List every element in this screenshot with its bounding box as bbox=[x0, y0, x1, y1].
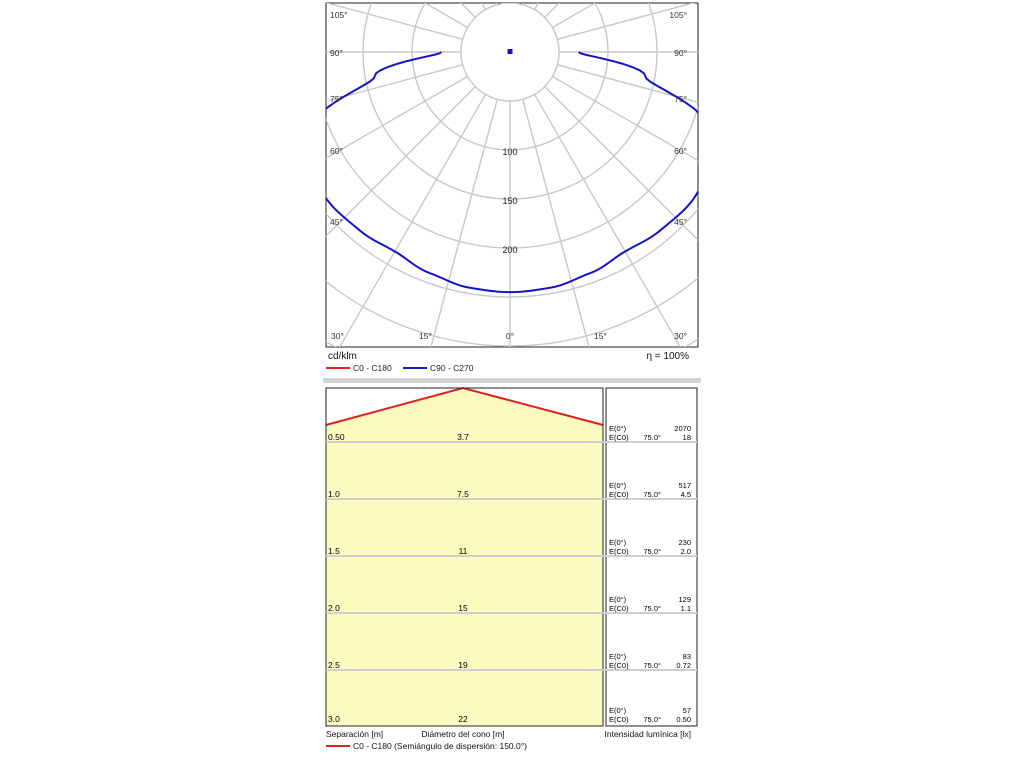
row-e0-value: 2070 bbox=[674, 424, 691, 433]
angle-label-60-left: 60° bbox=[330, 146, 343, 156]
row-e0-label: E(0°) bbox=[609, 481, 627, 490]
footer-separation-label: Separación [m] bbox=[326, 729, 383, 739]
row-angle: 75.0° bbox=[643, 661, 661, 670]
grid-radial-line bbox=[522, 99, 590, 347]
row-diameter: 7.5 bbox=[457, 489, 469, 499]
grid-radial-line bbox=[326, 75, 468, 160]
row-ec0-label: E(C0) bbox=[609, 547, 629, 556]
row-diameter: 3.7 bbox=[457, 432, 469, 442]
row-diameter: 15 bbox=[458, 603, 468, 613]
efficiency-label: η = 100% bbox=[646, 351, 689, 362]
unit-label: cd/klm bbox=[328, 351, 357, 362]
footer-legend-label: C0 - C180 (Semiángulo de dispersión: 150… bbox=[353, 741, 527, 751]
row-distance: 3.0 bbox=[328, 714, 340, 724]
angle-label-75-right: 75° bbox=[674, 94, 687, 104]
angle-label-15-right: 15° bbox=[594, 331, 607, 341]
row-e0-value: 129 bbox=[678, 595, 691, 604]
grid-radial-line bbox=[326, 64, 463, 103]
row-diameter: 19 bbox=[458, 660, 468, 670]
polar-grid bbox=[326, 3, 698, 347]
angle-label-105-right: 105° bbox=[669, 10, 687, 20]
grid-radial-line bbox=[552, 75, 698, 162]
row-angle: 75.0° bbox=[643, 604, 661, 613]
angle-label-15-left: 15° bbox=[419, 331, 432, 341]
grid-radial-line bbox=[326, 86, 476, 237]
cone-diagram: 0.50 3.7 E(0°) 2070 E(C0) 75.0° 18 1.0 7… bbox=[325, 386, 698, 751]
polar-plot-frame bbox=[325, 2, 699, 348]
row-e0-value: 83 bbox=[683, 652, 691, 661]
row-e0-label: E(0°) bbox=[609, 595, 627, 604]
polar-diagram-panel: 105° 90° 75° 60° 45° 30° 15° 0° 15° 30° … bbox=[323, 0, 701, 378]
row-ec0-value: 2.0 bbox=[681, 547, 691, 556]
row-angle: 75.0° bbox=[643, 547, 661, 556]
row-ec0-label: E(C0) bbox=[609, 490, 629, 499]
row-diameter: 22 bbox=[458, 714, 468, 724]
legend-c0-label: C0 - C180 bbox=[353, 363, 392, 373]
row-distance: 2.5 bbox=[328, 660, 340, 670]
row-ec0-value: 0.72 bbox=[676, 661, 691, 670]
row-separators bbox=[326, 441, 697, 671]
angle-label-45-left: 45° bbox=[330, 217, 343, 227]
row-e0-label: E(0°) bbox=[609, 706, 627, 715]
cone-diagram-panel: 0.50 3.7 E(0°) 2070 E(C0) 75.0° 18 1.0 7… bbox=[323, 385, 701, 768]
polar-diagram: 105° 90° 75° 60° 45° 30° 15° 0° 15° 30° … bbox=[325, 2, 699, 373]
footer-intensity-label: Intensidad lumínica [lx] bbox=[605, 729, 691, 739]
legend-c90-label: C90 - C270 bbox=[430, 363, 474, 373]
grid-radial-line bbox=[430, 99, 498, 347]
row-e0-label: E(0°) bbox=[609, 652, 627, 661]
angle-label-90-right: 90° bbox=[674, 48, 687, 58]
polar-curves bbox=[326, 49, 698, 294]
row-e0-label: E(0°) bbox=[609, 424, 627, 433]
angle-label-30-left: 30° bbox=[331, 331, 344, 341]
angle-label-60-right: 60° bbox=[674, 146, 687, 156]
row-ec0-label: E(C0) bbox=[609, 661, 629, 670]
row-distance: 1.5 bbox=[328, 546, 340, 556]
radial-label-100: 100 bbox=[502, 147, 517, 157]
angle-label-75-left: 75° bbox=[330, 94, 343, 104]
row-distance: 1.0 bbox=[328, 489, 340, 499]
angle-label-105-left: 105° bbox=[330, 10, 348, 20]
luminaire-marker bbox=[507, 49, 513, 54]
grid-radial-line bbox=[557, 64, 698, 104]
row-ec0-label: E(C0) bbox=[609, 433, 629, 442]
row-ec0-label: E(C0) bbox=[609, 604, 629, 613]
grid-radial-line bbox=[338, 94, 487, 347]
angle-label-30-right: 30° bbox=[674, 331, 687, 341]
row-distance: 2.0 bbox=[328, 603, 340, 613]
grid-radial-line bbox=[326, 3, 463, 40]
separator-bar bbox=[323, 378, 701, 383]
footer-diameter-label: Diámetro del cono [m] bbox=[421, 729, 504, 739]
grid-radial-line bbox=[544, 86, 698, 241]
radial-label-200: 200 bbox=[502, 245, 517, 255]
row-ec0-value: 1.1 bbox=[681, 604, 691, 613]
radial-label-150: 150 bbox=[502, 196, 517, 206]
grid-radial-line bbox=[533, 94, 682, 347]
row-e0-value: 230 bbox=[678, 538, 691, 547]
row-ec0-value: 0.50 bbox=[676, 715, 691, 724]
angle-label-0: 0° bbox=[506, 331, 514, 341]
grid-radial-line bbox=[557, 3, 696, 40]
row-ec0-value: 18 bbox=[683, 433, 691, 442]
row-e0-value: 57 bbox=[683, 706, 691, 715]
row-diameter: 11 bbox=[459, 546, 468, 556]
angle-label-90-left: 90° bbox=[330, 48, 343, 58]
row-angle: 75.0° bbox=[643, 433, 661, 442]
row-ec0-label: E(C0) bbox=[609, 715, 629, 724]
angle-label-45-right: 45° bbox=[674, 217, 687, 227]
row-distance: 0.50 bbox=[328, 432, 345, 442]
row-angle: 75.0° bbox=[643, 715, 661, 724]
series-curve-c90-c270 bbox=[326, 51, 698, 294]
row-e0-label: E(0°) bbox=[609, 538, 627, 547]
row-ec0-value: 4.5 bbox=[681, 490, 691, 499]
row-angle: 75.0° bbox=[643, 490, 661, 499]
row-e0-value: 517 bbox=[678, 481, 691, 490]
